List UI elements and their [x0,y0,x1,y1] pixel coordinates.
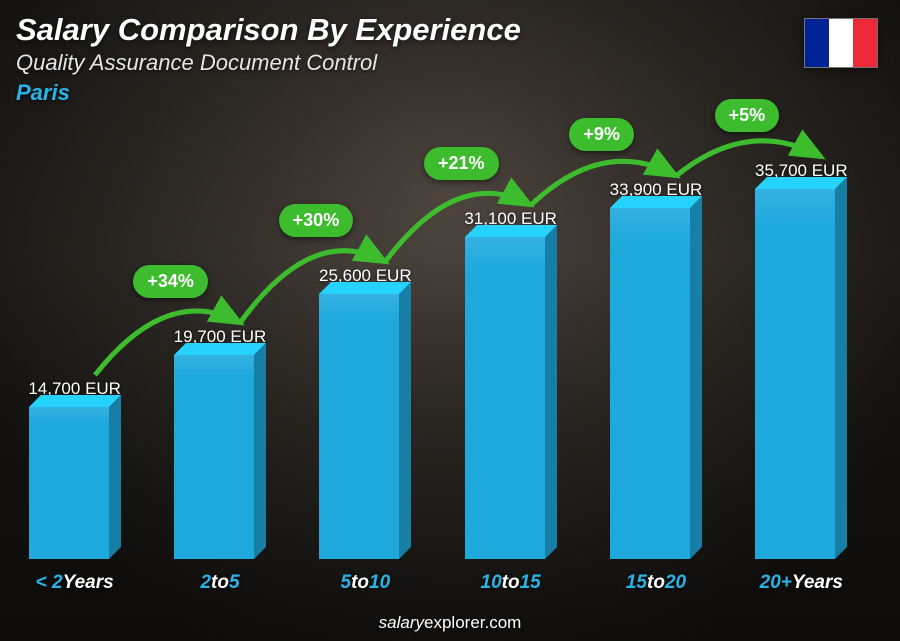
flag-stripe-red [853,19,877,67]
chart-column: 25,600 EUR5 to 10 [309,67,422,597]
bar-side [109,395,121,559]
bar-side [835,177,847,559]
bar-top [465,225,557,237]
bar [755,189,847,559]
flag-stripe-blue [805,19,829,67]
bar-front [29,407,109,559]
footer-domain: explorer.com [424,613,521,632]
bar-front [319,294,399,559]
bar [319,294,411,559]
bar-x-label: 20+ Years [760,569,843,597]
bar-top [319,282,411,294]
bar [174,355,266,559]
infographic-canvas: Salary Comparison By Experience Quality … [0,0,900,641]
bar-side [254,343,266,559]
flag-france [804,18,878,68]
chart-column: 35,700 EUR20+ Years [745,67,858,597]
bar-front [755,189,835,559]
footer-brand: salary [379,613,424,632]
bar-side [399,282,411,559]
bar-top [610,196,702,208]
bar [465,237,557,559]
bar-x-label: 2 to 5 [200,569,239,597]
pct-badge: +34% [133,265,208,298]
chart-title: Salary Comparison By Experience [16,12,521,48]
bar-front [610,208,690,559]
bar-front [174,355,254,559]
chart-column: 19,700 EUR2 to 5 [163,67,276,597]
bar-front [465,237,545,559]
bar-chart: 14,700 EUR< 2 Years 19,700 EUR2 to 5 25,60… [18,67,858,597]
pct-badge: +30% [279,204,354,237]
bar-x-label: 5 to 10 [340,569,390,597]
pct-badge: +5% [715,99,780,132]
bar-x-label: < 2 Years [36,569,114,597]
bar [29,407,121,559]
bar [610,208,702,559]
bar-x-label: 15 to 20 [626,569,686,597]
pct-badge: +9% [569,118,634,151]
flag-stripe-white [829,19,853,67]
bar-side [545,225,557,559]
bar-top [174,343,266,355]
footer-attribution: salaryexplorer.com [0,613,900,633]
pct-badge: +21% [424,147,499,180]
bar-top [29,395,121,407]
bar-top [755,177,847,189]
bar-side [690,196,702,559]
bar-x-label: 10 to 15 [481,569,541,597]
chart-column: 14,700 EUR< 2 Years [18,67,131,597]
